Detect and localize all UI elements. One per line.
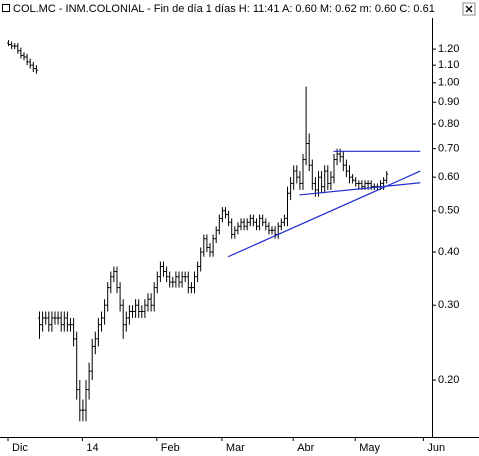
y-tick-label: 0.30: [438, 299, 459, 311]
y-tick-label: 1.20: [438, 43, 459, 55]
y-tick-label: 0.90: [438, 96, 459, 108]
x-tick-label: May: [359, 442, 380, 454]
y-tick-label: 1.00: [438, 77, 459, 89]
y-tick-label: 0.20: [438, 374, 459, 386]
x-tick-label: 14: [86, 442, 98, 454]
x-tick-label: Abr: [297, 442, 314, 454]
x-tick-label: Jun: [427, 442, 445, 454]
chart-title: COL.MC - INM.COLONIAL - Fin de día 1 día…: [13, 3, 435, 15]
y-tick-label: 0.60: [438, 171, 459, 183]
series-icon: [2, 4, 10, 12]
trend-line: [227, 170, 421, 258]
y-tick-label: 0.70: [438, 143, 459, 155]
close-icon[interactable]: [465, 5, 473, 13]
y-tick-label: 1.10: [438, 59, 459, 71]
y-tick-label: 0.80: [438, 118, 459, 130]
trend-line: [299, 182, 421, 196]
y-tick-label: 0.40: [438, 246, 459, 258]
x-tick-label: Feb: [161, 442, 180, 454]
x-tick-label: Mar: [226, 442, 245, 454]
close-button[interactable]: [462, 2, 476, 16]
y-tick-label: 0.50: [438, 205, 459, 217]
x-tick-label: Dic: [12, 442, 28, 454]
